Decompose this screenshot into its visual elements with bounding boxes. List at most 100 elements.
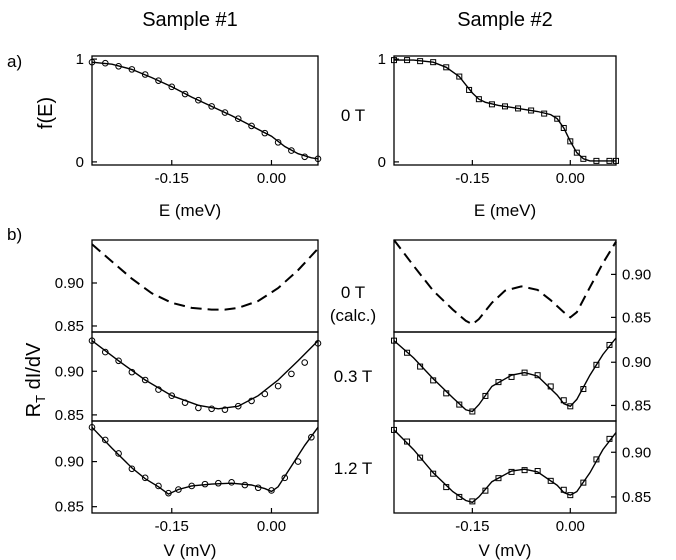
data-point: [88, 337, 96, 345]
data-point: [593, 361, 600, 368]
data-point: [234, 115, 242, 123]
data-point: [248, 122, 255, 130]
data-point: [554, 115, 561, 122]
data-point: [567, 403, 574, 410]
y-tick-label: 0.90: [622, 354, 651, 371]
data-point: [567, 492, 574, 499]
data-point: [528, 107, 535, 114]
data-point: [101, 348, 109, 356]
data-point: [508, 373, 515, 380]
fit-line: [394, 59, 616, 162]
x-tick-label: -0.15: [455, 518, 489, 535]
data-point: [128, 368, 136, 376]
row-b-ylabel-main: R: [23, 403, 45, 417]
y-tick-label: 0.90: [55, 275, 84, 292]
data-point: [115, 62, 122, 70]
field-label-1-2t: 1.2 T: [334, 459, 372, 478]
data-point: [417, 58, 424, 65]
plot-frame: [393, 55, 617, 166]
data-point: [88, 424, 96, 431]
data-point: [391, 337, 397, 344]
data-point: [274, 382, 282, 390]
calculated-curve: [91, 243, 319, 311]
data-point: [261, 390, 269, 398]
data-point: [593, 456, 600, 463]
data-point: [115, 357, 122, 365]
y-tick-label: 1: [76, 51, 84, 68]
data-point: [155, 482, 162, 490]
data-point: [288, 370, 295, 378]
x-tick-label: -0.15: [455, 170, 489, 187]
data-point: [593, 157, 600, 164]
field-label-calc: (calc.): [330, 306, 376, 325]
calculated-curve: [393, 239, 617, 326]
column-title-sample-1: Sample #1: [142, 9, 238, 31]
data-point: [573, 149, 580, 156]
data-point: [534, 468, 541, 475]
data-point: [456, 493, 463, 500]
y-tick-label: 0.85: [55, 318, 84, 335]
xlabel-b-sample-1: V (mV): [164, 541, 217, 560]
field-label-0t-measured: 0 T: [341, 106, 365, 125]
data-point: [254, 484, 262, 492]
data-point: [515, 105, 522, 112]
data-point: [301, 359, 309, 366]
data-point: [221, 406, 229, 413]
data-point: [274, 139, 282, 146]
data-point: [165, 489, 172, 497]
row-b-ylabel-sub: T: [33, 395, 48, 403]
data-point: [181, 90, 189, 98]
data-point: [404, 57, 411, 64]
data-point: [195, 96, 202, 104]
data-point: [547, 383, 554, 390]
y-tick-label: 0.85: [622, 309, 651, 326]
data-point: [521, 467, 528, 474]
data-point: [443, 64, 450, 71]
xlabel-a-sample-2: E (meV): [474, 201, 536, 220]
data-point: [115, 450, 122, 457]
panel-label-a: a): [7, 52, 22, 71]
data-point: [443, 484, 450, 491]
y-tick-label: 0.85: [55, 499, 84, 516]
data-point: [502, 103, 508, 110]
data-point: [456, 401, 463, 408]
data-point: [214, 479, 222, 487]
panel-b-sample-1-bottom: 0.85 0.90 -0.15 0.00: [55, 420, 319, 535]
data-point: [606, 435, 613, 442]
x-tick-label: -0.15: [155, 518, 189, 535]
data-point: [221, 109, 229, 116]
data-point: [188, 482, 196, 490]
panel-label-b: b): [7, 225, 22, 244]
data-point: [482, 392, 489, 399]
data-point: [128, 465, 136, 473]
y-tick-label: 0.85: [55, 407, 84, 424]
row-a-ylabel: f(E): [35, 97, 57, 129]
data-point: [141, 71, 149, 78]
data-point: [308, 433, 315, 441]
y-tick-label: 0: [76, 154, 84, 171]
data-point: [168, 392, 176, 399]
data-point: [261, 129, 269, 137]
panel-b-sample-2-bottom: 0.85 0.90 -0.15 0.00: [391, 420, 651, 535]
y-tick-label: 0.85: [622, 489, 651, 506]
plot-frame: [91, 420, 319, 514]
y-tick-label: 0.90: [55, 363, 84, 380]
data-point: [301, 153, 309, 161]
data-point: [417, 454, 424, 461]
field-label-0t-calc: 0 T: [341, 283, 365, 302]
x-tick-label: 0.00: [257, 170, 286, 187]
data-point: [201, 480, 209, 488]
data-point: [443, 390, 450, 397]
data-point: [560, 124, 567, 131]
data-point: [88, 58, 96, 66]
data-point: [195, 404, 202, 412]
data-point: [314, 340, 322, 347]
data-point: [141, 474, 149, 482]
data-point: [541, 110, 548, 117]
field-label-0-3t: 0.3 T: [334, 367, 372, 386]
data-point: [404, 349, 411, 356]
data-point: [155, 386, 162, 393]
data-point: [488, 101, 495, 108]
plot-frame: [91, 331, 319, 422]
data-point: [391, 426, 397, 433]
